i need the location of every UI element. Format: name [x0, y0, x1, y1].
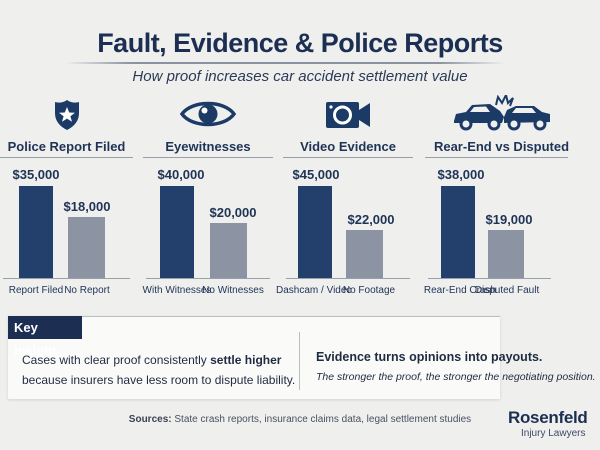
panel-divider	[425, 157, 568, 158]
key-insight-panel	[8, 316, 500, 399]
bar-value-label: $20,000	[209, 205, 257, 220]
chart-panel-video-evidence: Video Evidence $45,000 $22,000 Dashcam /…	[276, 95, 413, 300]
bar-value-label: $38,000	[437, 167, 485, 182]
key-insight-tag: Key Insight	[8, 316, 82, 358]
panel-heading: Rear-End vs Disputed	[433, 139, 570, 154]
sources-label: Sources:	[128, 414, 172, 425]
bar-value-label: $45,000	[292, 167, 340, 182]
bar-category-label: Rear-End Crash	[423, 285, 497, 296]
bar-no-footage	[346, 230, 383, 278]
bar-no-report	[68, 217, 105, 278]
insight-left-line1: Cases with clear proof consistently	[22, 353, 211, 367]
axis-baseline	[146, 278, 270, 279]
axis-baseline	[3, 278, 130, 279]
bar-category-label: Report Filed	[8, 285, 64, 296]
bar-with-witnesses	[160, 186, 194, 278]
brand-logo-name: Rosenfeld	[508, 408, 588, 427]
bar-category-label: No Footage	[342, 285, 396, 296]
police-badge-icon	[54, 100, 79, 130]
bar-category-label: With Witnesses	[142, 285, 212, 296]
panel-heading: Eyewitnesses	[165, 139, 251, 154]
bar-report-filed	[19, 186, 53, 278]
car-collision-icon	[453, 95, 550, 131]
bar-no-witnesses	[210, 223, 247, 278]
panel-heading: Video Evidence	[300, 139, 396, 154]
title-divider	[65, 62, 505, 64]
bar-category-label: Disputed Fault	[474, 285, 540, 296]
sources-text: State crash reports, insurance claims da…	[171, 414, 472, 425]
insight-right-subline: The stronger the proof, the stronger the…	[316, 371, 596, 383]
page-subtitle: How proof increases car accident settlem…	[132, 68, 468, 85]
insight-left-line2: because insurers have less room to dispu…	[22, 373, 296, 387]
bar-value-label: $35,000	[12, 167, 60, 182]
brand-logo-subtitle: Injury Lawyers	[521, 428, 586, 439]
bar-dashcam-video	[298, 186, 332, 278]
page-title: Fault, Evidence & Police Reports	[97, 28, 503, 58]
sources-note: Sources: State crash reports, insurance …	[0, 414, 600, 425]
chart-panel-police-report: Police Report Filed $35,000 $18,000 Repo…	[0, 95, 133, 300]
chart-panel-rear-end-vs-disputed: Rear-End vs Disputed $38,000 $19,000 Rea…	[424, 95, 578, 300]
video-camera-icon	[326, 102, 370, 128]
bar-value-label: $22,000	[347, 212, 395, 227]
chart-panel-eyewitnesses: Eyewitnesses $40,000 $20,000 With Witnes…	[143, 95, 273, 300]
bar-category-label: No Witnesses	[202, 285, 264, 296]
insight-left-text: Cases with clear proof consistently sett…	[22, 350, 295, 390]
axis-baseline	[286, 278, 410, 279]
bar-category-label: No Report	[64, 285, 110, 296]
panel-heading: Police Report Filed	[7, 139, 126, 154]
insight-right-headline: Evidence turns opinions into payouts.	[316, 350, 543, 364]
bar-value-label: $19,000	[485, 212, 533, 227]
panel-divider	[0, 157, 133, 158]
insight-divider	[299, 332, 300, 390]
eye-icon	[180, 101, 236, 127]
panel-divider	[283, 157, 413, 158]
bar-rear-end-crash	[441, 186, 475, 278]
insight-left-emphasis: settle higher	[210, 353, 282, 367]
bar-disputed-fault	[488, 230, 524, 278]
bar-value-label: $18,000	[63, 199, 111, 214]
panel-divider	[143, 157, 273, 158]
axis-baseline	[428, 278, 551, 279]
bar-value-label: $40,000	[157, 167, 205, 182]
bar-category-label: Dashcam / Video	[276, 285, 352, 296]
